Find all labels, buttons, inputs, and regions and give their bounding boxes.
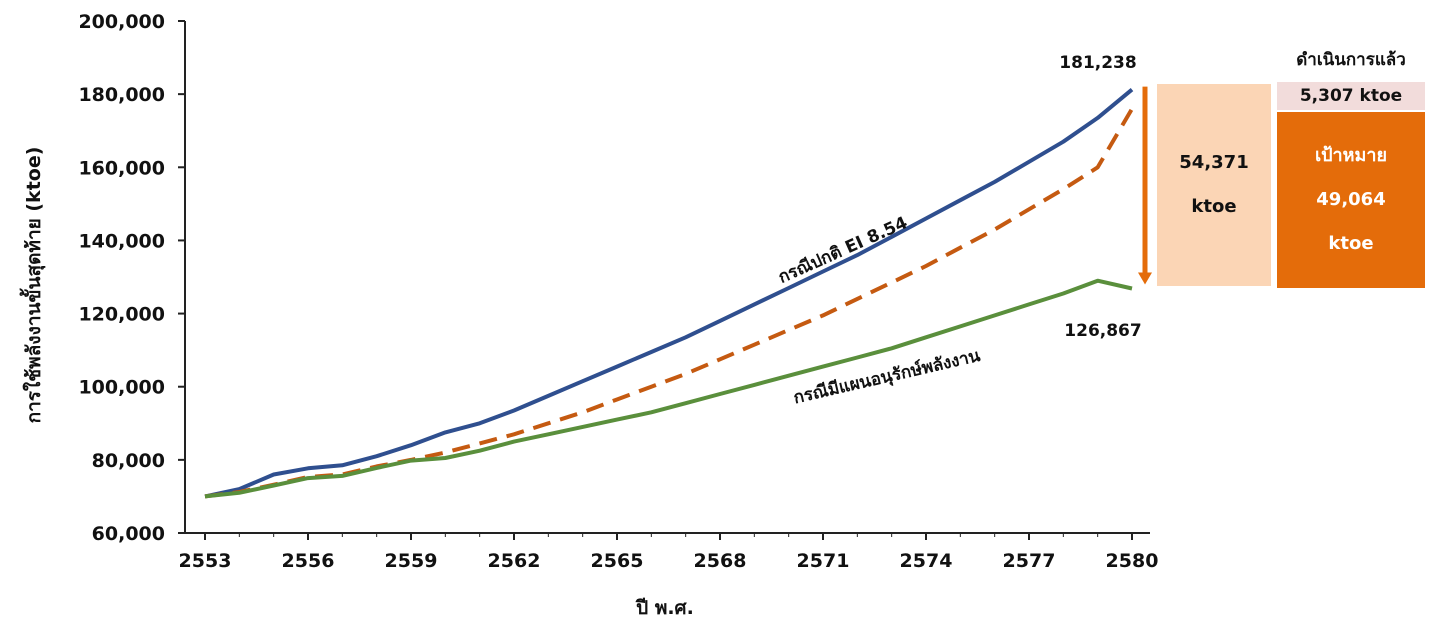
target-unit: ktoe <box>1328 233 1374 254</box>
done-value: 5,307 ktoe <box>1299 86 1403 106</box>
x-tick-label: 2571 <box>797 550 850 572</box>
arrow-head <box>1138 272 1152 285</box>
x-tick-label: 2556 <box>282 550 335 572</box>
y-tick-label: 80,000 <box>92 450 165 472</box>
y-tick-label: 120,000 <box>78 304 165 326</box>
y-tick-label: 180,000 <box>78 84 165 106</box>
plan-series-label: กรณีมีแผนอนุรักษ์พลังงาน <box>791 345 982 408</box>
saving-unit: ktoe <box>1191 196 1237 217</box>
y-tick-labels: 60,000 80,000 100,000 120,000 140,000 160,000… <box>78 11 165 545</box>
y-tick-label: 140,000 <box>78 230 165 252</box>
saving-arrow <box>1138 86 1152 285</box>
top-value-label: 181,238 <box>1059 53 1136 73</box>
x-tick-label: 2553 <box>179 550 232 572</box>
y-tick-label: 60,000 <box>92 523 165 545</box>
done-title: ดำเนินการแล้ว <box>1296 50 1406 70</box>
y-tick-label: 200,000 <box>78 11 165 33</box>
saving-box: 54,371 ktoe <box>1157 84 1271 286</box>
x-tick-labels: 2553 2556 2559 2562 2565 2568 2571 2574 2577 2580 <box>179 550 1159 572</box>
x-tick-label: 2565 <box>591 550 644 572</box>
x-tick-label: 2559 <box>385 550 438 572</box>
bottom-value-label: 126,867 <box>1064 321 1141 341</box>
bau-series-label: กรณีปกติ EI 8.54 <box>775 212 911 288</box>
target-label: เป้าหมาย <box>1314 145 1388 166</box>
x-tick-label: 2577 <box>1003 550 1056 572</box>
x-tick-label: 2574 <box>900 550 953 572</box>
x-tick-label: 2580 <box>1106 550 1159 572</box>
y-tick-label: 160,000 <box>78 157 165 179</box>
target-value: 49,064 <box>1316 189 1386 210</box>
x-tick-label: 2568 <box>694 550 747 572</box>
x-axis-title: ปี พ.ศ. <box>635 597 693 619</box>
done-box: 5,307 ktoe <box>1277 82 1425 110</box>
saving-value: 54,371 <box>1179 152 1249 173</box>
x-tick-label: 2562 <box>488 550 541 572</box>
target-box: เป้าหมาย 49,064 ktoe <box>1277 112 1425 288</box>
series-line-0 <box>204 88 1134 499</box>
series-line-2 <box>204 278 1133 499</box>
series-line-1 <box>204 107 1134 499</box>
axes <box>178 20 1150 540</box>
y-axis-title: การใช้พลังงานขั้นสุดท้าย (ktoe) <box>19 147 46 424</box>
y-tick-label: 100,000 <box>78 377 165 399</box>
series-lines <box>204 88 1134 499</box>
